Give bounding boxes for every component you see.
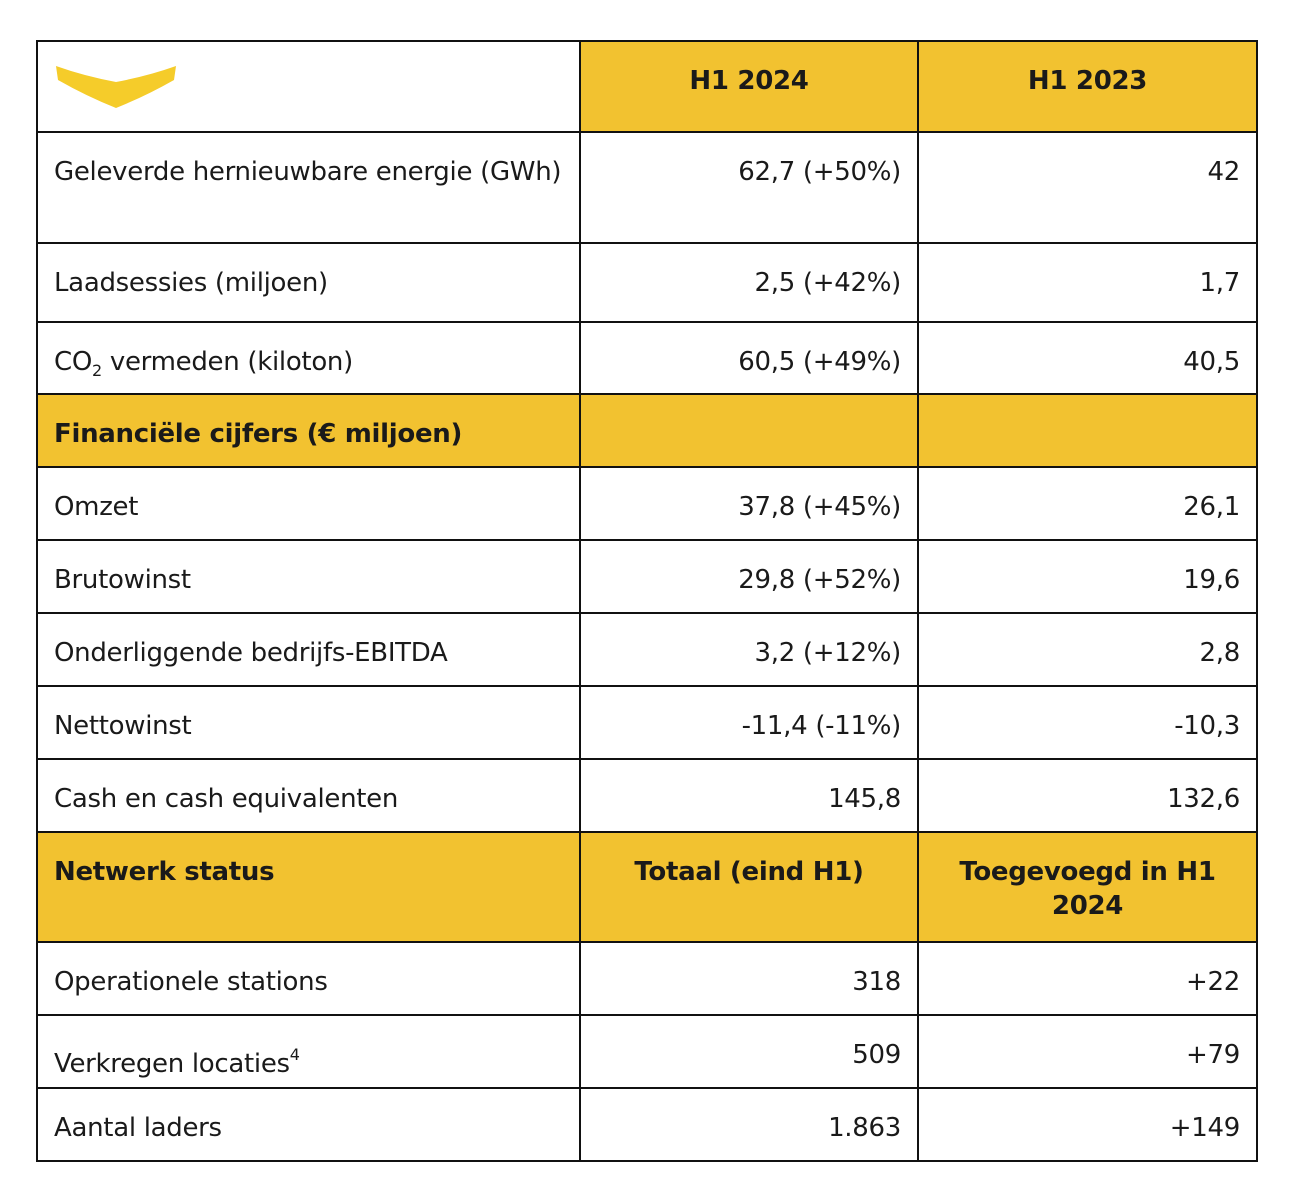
row-label: Aantal laders: [36, 1087, 581, 1162]
data-row: Onderliggende bedrijfs-EBITDA 3,2 (+12%) 2…: [36, 612, 1258, 687]
section-heading: [579, 393, 919, 468]
label-text: Geleverde hernieuwbare energie (GWh): [54, 157, 562, 187]
data-row: Brutowinst 29,8 (+52%) 19,6: [36, 539, 1258, 614]
value-cell: 26,1: [917, 466, 1258, 541]
column-header: H1 2023: [917, 40, 1258, 133]
section-row: Financiële cijfers (€ miljoen): [36, 393, 1258, 468]
section-heading: Totaal (eind H1): [579, 831, 919, 943]
value-cell: 509: [579, 1014, 919, 1089]
label-text: Omzet: [54, 492, 139, 522]
data-row: Geleverde hernieuwbare energie (GWh) 62,7…: [36, 131, 1258, 244]
row-label: Cash en cash equivalenten: [36, 758, 581, 833]
section-row: Netwerk status Totaal (eind H1) Toegevoegd…: [36, 831, 1258, 943]
data-row: Nettowinst -11,4 (-11%) -10,3: [36, 685, 1258, 760]
value-cell: +79: [917, 1014, 1258, 1089]
row-label: Onderliggende bedrijfs-EBITDA: [36, 612, 581, 687]
row-label: Operationele stations: [36, 941, 581, 1016]
row-label: Geleverde hernieuwbare energie (GWh): [36, 131, 581, 244]
data-row: Cash en cash equivalenten 145,8 132,6: [36, 758, 1258, 833]
data-row: CO2 vermeden (kiloton) 60,5 (+49%) 40,5: [36, 321, 1258, 395]
results-table: H1 2024 H1 2023 Geleverde hernieuwbare e…: [36, 40, 1258, 1162]
value-cell: 62,7 (+50%): [579, 131, 919, 244]
label-text: Verkregen locaties: [54, 1049, 290, 1079]
value-cell: 42: [917, 131, 1258, 244]
table-body: H1 2024 H1 2023 Geleverde hernieuwbare e…: [36, 40, 1258, 1162]
row-label: Laadsessies (miljoen): [36, 242, 581, 323]
header-row: H1 2024 H1 2023: [36, 40, 1258, 133]
value-cell: 2,5 (+42%): [579, 242, 919, 323]
value-cell: 1.863: [579, 1087, 919, 1162]
value-cell: +22: [917, 941, 1258, 1016]
label-text: vermeden (kiloton): [109, 347, 353, 377]
data-row: Aantal laders 1.863 +149: [36, 1087, 1258, 1162]
logo: [56, 66, 176, 108]
row-label: Nettowinst: [36, 685, 581, 760]
value-cell: 19,6: [917, 539, 1258, 614]
data-row: Laadsessies (miljoen) 2,5 (+42%) 1,7: [36, 242, 1258, 323]
value-cell: +149: [917, 1087, 1258, 1162]
row-label: Brutowinst: [36, 539, 581, 614]
row-label: Verkregen locaties4: [36, 1014, 581, 1089]
data-row: Omzet 37,8 (+45%) 26,1: [36, 466, 1258, 541]
value-cell: 37,8 (+45%): [579, 466, 919, 541]
column-header: H1 2024: [579, 40, 919, 133]
section-title: Financiële cijfers (€ miljoen): [36, 393, 581, 468]
section-heading: Toegevoegd in H1 2024: [917, 831, 1258, 943]
value-cell: -11,4 (-11%): [579, 685, 919, 760]
label-text: Nettowinst: [54, 711, 192, 741]
label-text: Laadsessies (miljoen): [54, 268, 328, 298]
value-cell: 3,2 (+12%): [579, 612, 919, 687]
label-text: Onderliggende bedrijfs-EBITDA: [54, 638, 448, 668]
value-cell: -10,3: [917, 685, 1258, 760]
logo-cell: [36, 40, 581, 133]
row-label: Omzet: [36, 466, 581, 541]
value-cell: 60,5 (+49%): [579, 321, 919, 395]
label-text: CO: [54, 347, 93, 377]
row-label: CO2 vermeden (kiloton): [36, 321, 581, 395]
value-cell: 2,8: [917, 612, 1258, 687]
section-heading: [917, 393, 1258, 468]
value-cell: 145,8: [579, 758, 919, 833]
value-cell: 1,7: [917, 242, 1258, 323]
value-cell: 29,8 (+52%): [579, 539, 919, 614]
label-text: Cash en cash equivalenten: [54, 784, 399, 814]
label-subscript: 2: [92, 361, 102, 380]
value-cell: 40,5: [917, 321, 1258, 395]
data-row: Operationele stations 318 +22: [36, 941, 1258, 1016]
section-title: Netwerk status: [36, 831, 581, 943]
value-cell: 132,6: [917, 758, 1258, 833]
label-text: Aantal laders: [54, 1113, 222, 1143]
data-row: Verkregen locaties4 509 +79: [36, 1014, 1258, 1089]
footnote-marker: 4: [289, 1045, 300, 1064]
value-cell: 318: [579, 941, 919, 1016]
label-text: Brutowinst: [54, 565, 191, 595]
label-text: Operationele stations: [54, 967, 328, 997]
